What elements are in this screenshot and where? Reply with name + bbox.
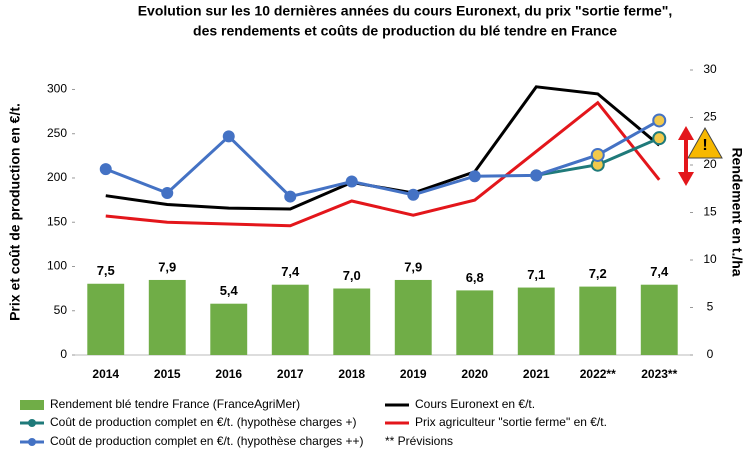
y-tick-label: 0 — [60, 347, 67, 361]
y-tick-label: 100 — [47, 259, 67, 273]
data-label: 7,0 — [343, 268, 361, 283]
x-tick-label: 2014 — [92, 367, 119, 381]
y-tick-label: 150 — [47, 214, 67, 228]
marker — [530, 169, 543, 182]
marker — [652, 113, 667, 128]
data-label: 7,4 — [650, 264, 669, 279]
y2-tick-label: 25 — [703, 110, 717, 124]
y2-tick-label: 30 — [703, 62, 717, 76]
y2-tick-label: 0 — [707, 347, 714, 361]
chart-title: des rendements et coûts de production du… — [193, 23, 617, 39]
x-tick-label: 2017 — [277, 367, 304, 381]
data-label: 7,4 — [281, 264, 300, 279]
chart-title: Evolution sur les 10 dernières années du… — [138, 3, 673, 19]
legend-label: Coût de production complet en €/t. (hypo… — [50, 434, 364, 448]
marker — [468, 170, 481, 183]
warning-icon: ! — [678, 126, 723, 186]
y-tick-label: 200 — [47, 170, 67, 184]
legend-label: Prix agriculteur "sortie ferme" en €/t. — [415, 415, 607, 429]
line — [105, 85, 661, 211]
data-label: 7,2 — [589, 266, 607, 281]
bar — [456, 290, 494, 355]
data-label: 6,8 — [466, 270, 484, 285]
y2-axis-label: Rendement en t./ha — [729, 147, 745, 276]
marker — [407, 188, 420, 201]
bar — [148, 279, 186, 355]
x-tick-label: 2016 — [215, 367, 242, 381]
y2-tick-label: 10 — [703, 252, 717, 266]
legend-marker — [28, 438, 36, 446]
y-tick-label: 50 — [54, 303, 68, 317]
marker — [590, 147, 605, 162]
x-tick-label: 2022** — [580, 367, 616, 381]
data-label: 7,9 — [404, 259, 422, 274]
bar — [210, 303, 248, 355]
bar — [517, 287, 555, 355]
x-tick-label: 2021 — [523, 367, 550, 381]
bar — [87, 283, 125, 355]
legend-label: Coût de production complet en €/t. (hypo… — [50, 415, 357, 429]
line — [105, 119, 660, 199]
marker — [652, 131, 667, 146]
x-tick-label: 2020 — [461, 367, 488, 381]
bar — [333, 288, 371, 355]
bar — [640, 284, 678, 355]
svg-text:!: ! — [702, 137, 707, 154]
note: ** Prévisions — [385, 434, 453, 448]
x-tick-label: 2023** — [641, 367, 677, 381]
bar — [271, 284, 309, 355]
bar — [579, 286, 617, 355]
x-tick-label: 2015 — [154, 367, 181, 381]
marker — [222, 130, 235, 143]
marker — [284, 190, 297, 203]
y-tick-label: 300 — [47, 82, 67, 96]
y-tick-label: 250 — [47, 126, 67, 140]
legend-marker — [28, 419, 36, 427]
data-label: 7,9 — [158, 259, 176, 274]
line — [105, 100, 661, 228]
y2-tick-label: 15 — [703, 205, 717, 219]
data-label: 7,1 — [527, 267, 545, 282]
legend-label: Cours Euronext en €/t. — [415, 397, 535, 411]
marker — [99, 163, 112, 176]
data-label: 5,4 — [220, 283, 239, 298]
data-label: 7,5 — [97, 263, 115, 278]
x-tick-label: 2019 — [400, 367, 427, 381]
marker — [345, 175, 358, 188]
legend-swatch — [20, 400, 44, 410]
x-tick-label: 2018 — [338, 367, 365, 381]
y2-tick-label: 5 — [707, 300, 714, 314]
legend-label: Rendement blé tendre France (FranceAgriM… — [50, 397, 300, 411]
marker — [161, 187, 174, 200]
y-axis-label: Prix et coût de production en €/t. — [7, 103, 23, 321]
bar — [394, 279, 432, 355]
y2-tick-label: 20 — [703, 157, 717, 171]
